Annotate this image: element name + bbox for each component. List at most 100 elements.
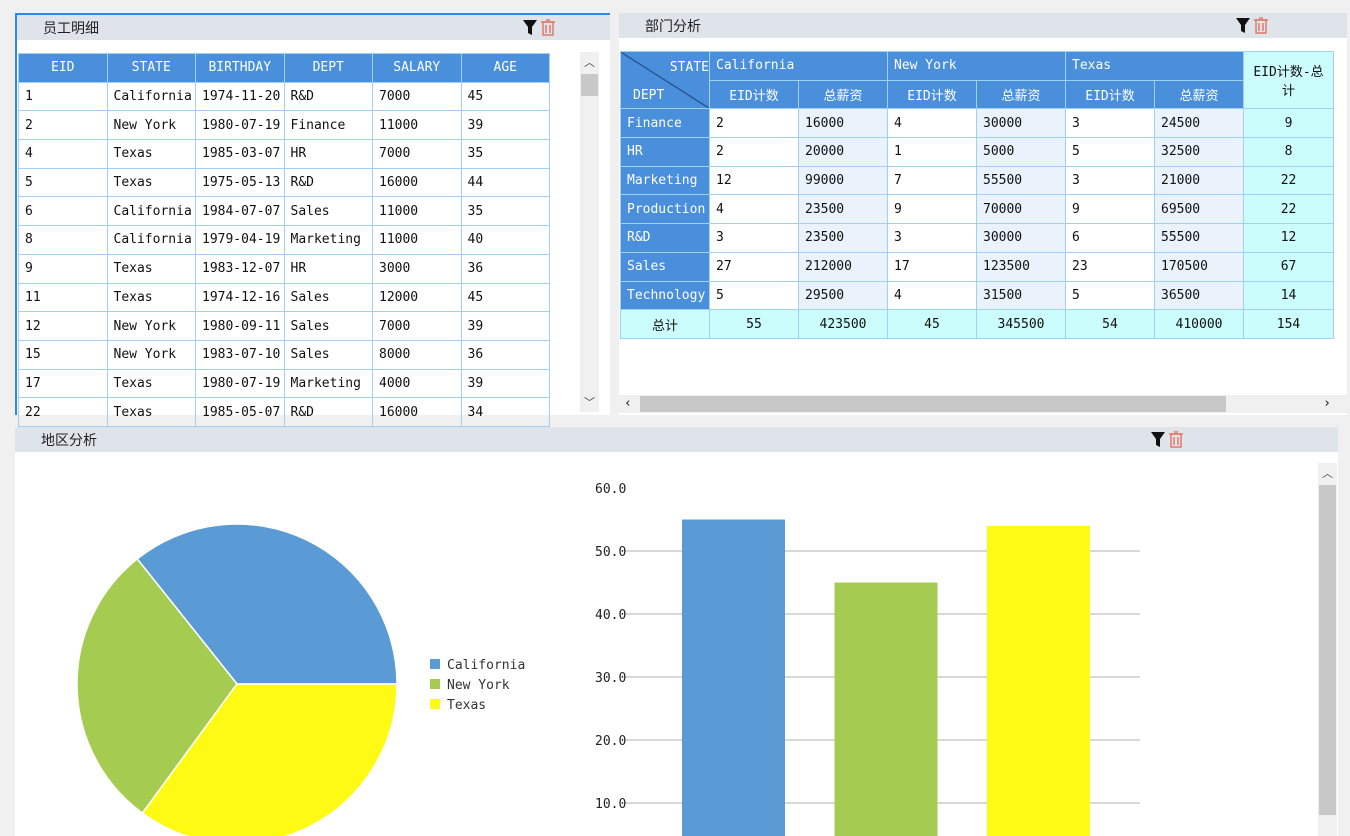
table-cell: Sales bbox=[283, 196, 373, 227]
pivot-row: Technology 5 29500 4 31500 5 36500 14 bbox=[620, 280, 1335, 311]
table-cell: California bbox=[106, 225, 196, 255]
legend-label: New York bbox=[447, 678, 510, 693]
table-row[interactable]: 17 Texas 1980-07-19 Marketing 4000 39 bbox=[18, 368, 550, 399]
table-row[interactable]: 12 New York 1980-09-11 Sales 7000 39 bbox=[18, 311, 550, 341]
table-row[interactable]: 1 California 1974-11-20 R&D 7000 45 bbox=[18, 81, 550, 112]
table-cell: 39 bbox=[460, 311, 550, 341]
column-header[interactable]: SALARY bbox=[372, 53, 462, 83]
pivot-row: Production 4 23500 9 70000 9 69500 22 bbox=[620, 194, 1335, 225]
table-cell: 39 bbox=[460, 110, 550, 141]
table-row[interactable]: 2 New York 1980-07-19 Finance 11000 39 bbox=[18, 110, 550, 141]
pivot-cell: 23500 bbox=[798, 194, 888, 225]
delete-icon[interactable] bbox=[1168, 430, 1184, 452]
table-cell: 12 bbox=[18, 311, 108, 341]
table-row[interactable]: 6 California 1984-07-07 Sales 11000 35 bbox=[18, 196, 550, 227]
table-cell: 1985-03-07 bbox=[195, 139, 285, 169]
table-cell: New York bbox=[106, 110, 196, 141]
table-cell: 1984-07-07 bbox=[195, 196, 285, 227]
table-cell: Texas bbox=[106, 139, 196, 169]
table-cell: 11000 bbox=[372, 225, 462, 255]
table-row[interactable]: 4 Texas 1985-03-07 HR 7000 35 bbox=[18, 139, 550, 169]
region-panel: 地区分析 California New York Texas 10.0 20.0 30.0… bbox=[15, 427, 1338, 836]
vertical-scrollbar[interactable]: ︿ bbox=[1318, 463, 1337, 836]
table-cell: 39 bbox=[460, 368, 550, 399]
y-tick-label: 10.0 bbox=[595, 797, 626, 812]
pie-slice[interactable] bbox=[141, 683, 398, 836]
table-cell: California bbox=[106, 81, 196, 112]
table-cell: 1983-07-10 bbox=[195, 339, 285, 370]
table-row[interactable]: 22 Texas 1985-05-07 R&D 16000 34 bbox=[18, 397, 550, 427]
pivot-cell: 4 bbox=[887, 280, 977, 311]
table-cell: 1985-05-07 bbox=[195, 397, 285, 427]
filter-icon[interactable] bbox=[1150, 430, 1166, 452]
pivot-row: Sales 27 212000 17 123500 23 170500 67 bbox=[620, 251, 1335, 282]
table-row[interactable]: 5 Texas 1975-05-13 R&D 16000 44 bbox=[18, 167, 550, 198]
table-cell: New York bbox=[106, 339, 196, 370]
table-cell: 1979-04-19 bbox=[195, 225, 285, 255]
pivot-cell: 2 bbox=[709, 108, 799, 139]
pivot-cell: 3 bbox=[887, 223, 977, 253]
panel-title: 部门分析 bbox=[645, 19, 701, 35]
table-cell: 1 bbox=[18, 81, 108, 112]
table-cell: 1980-07-19 bbox=[195, 368, 285, 399]
bar[interactable] bbox=[987, 525, 1090, 836]
measure-header: EID计数 bbox=[1065, 79, 1155, 110]
column-header[interactable]: BIRTHDAY bbox=[195, 53, 285, 83]
pivot-cell: 6 bbox=[1065, 223, 1155, 253]
employee-panel: 员工明细 EID STATE BIRTHDAY DEPT SALARY AGE 1 Calif… bbox=[15, 13, 610, 427]
pivot-cell: 69500 bbox=[1153, 194, 1245, 225]
table-cell: 44 bbox=[460, 167, 550, 198]
total-cell: 55 bbox=[709, 309, 799, 339]
delete-icon[interactable] bbox=[1253, 16, 1269, 38]
total-cell: 45 bbox=[887, 309, 977, 339]
charts-area: California New York Texas 10.0 20.0 30.0 40.0 5… bbox=[76, 482, 1140, 836]
bar[interactable] bbox=[682, 519, 785, 836]
pivot-cell: 5 bbox=[1065, 137, 1155, 167]
dept-label: Finance bbox=[620, 108, 710, 139]
pivot-cell: 16000 bbox=[798, 108, 888, 139]
panel-title: 员工明细 bbox=[43, 21, 99, 37]
table-cell: 17 bbox=[18, 368, 108, 399]
table-cell: 1980-07-19 bbox=[195, 110, 285, 141]
dept-label: Sales bbox=[620, 251, 710, 282]
vertical-scrollbar[interactable]: ︿ ﹀ bbox=[580, 52, 599, 412]
table-cell: 45 bbox=[460, 81, 550, 112]
column-header[interactable]: AGE bbox=[460, 53, 550, 83]
pivot-cell: 70000 bbox=[976, 194, 1066, 225]
pie-slice[interactable] bbox=[76, 557, 238, 815]
column-header[interactable]: STATE bbox=[106, 53, 196, 83]
total-header: EID计数-总计 bbox=[1243, 50, 1335, 110]
pivot-cell: 30000 bbox=[976, 108, 1066, 139]
table-cell: 16000 bbox=[372, 397, 462, 427]
delete-icon[interactable] bbox=[540, 18, 556, 40]
corner-state-label: STATE bbox=[669, 60, 709, 75]
pivot-cell: 12 bbox=[709, 165, 799, 196]
pivot-row: R&D 3 23500 3 30000 6 55500 12 bbox=[620, 223, 1335, 253]
pivot-cell: 67 bbox=[1243, 251, 1335, 282]
column-header[interactable]: EID bbox=[18, 53, 108, 83]
column-header[interactable]: DEPT bbox=[283, 53, 373, 83]
filter-icon[interactable] bbox=[522, 18, 538, 40]
pie-slice[interactable] bbox=[136, 523, 398, 685]
table-cell: 7000 bbox=[372, 311, 462, 341]
table-row[interactable]: 15 New York 1983-07-10 Sales 8000 36 bbox=[18, 339, 550, 370]
table-cell: 1974-11-20 bbox=[195, 81, 285, 112]
pivot-cell: 170500 bbox=[1153, 251, 1245, 282]
table-cell: 15 bbox=[18, 339, 108, 370]
pivot-cell: 2 bbox=[709, 137, 799, 167]
bar[interactable] bbox=[834, 582, 938, 836]
table-cell: 45 bbox=[460, 282, 550, 313]
legend-label: Texas bbox=[447, 698, 486, 713]
table-row[interactable]: 8 California 1979-04-19 Marketing 11000 40 bbox=[18, 225, 550, 255]
table-cell: 11 bbox=[18, 282, 108, 313]
table-row[interactable]: 11 Texas 1974-12-16 Sales 12000 45 bbox=[18, 282, 550, 313]
pivot-cell: 5 bbox=[1065, 280, 1155, 311]
filter-icon[interactable] bbox=[1235, 16, 1251, 38]
state-header: New York bbox=[887, 51, 1066, 81]
pivot-cell: 4 bbox=[887, 108, 977, 139]
pivot-cell: 32500 bbox=[1153, 137, 1245, 167]
table-row[interactable]: 9 Texas 1983-12-07 HR 3000 36 bbox=[18, 253, 550, 284]
table-cell: Texas bbox=[106, 282, 196, 313]
pivot-cell: 1 bbox=[887, 137, 977, 167]
horizontal-scrollbar[interactable]: ‹ › bbox=[619, 395, 1347, 413]
